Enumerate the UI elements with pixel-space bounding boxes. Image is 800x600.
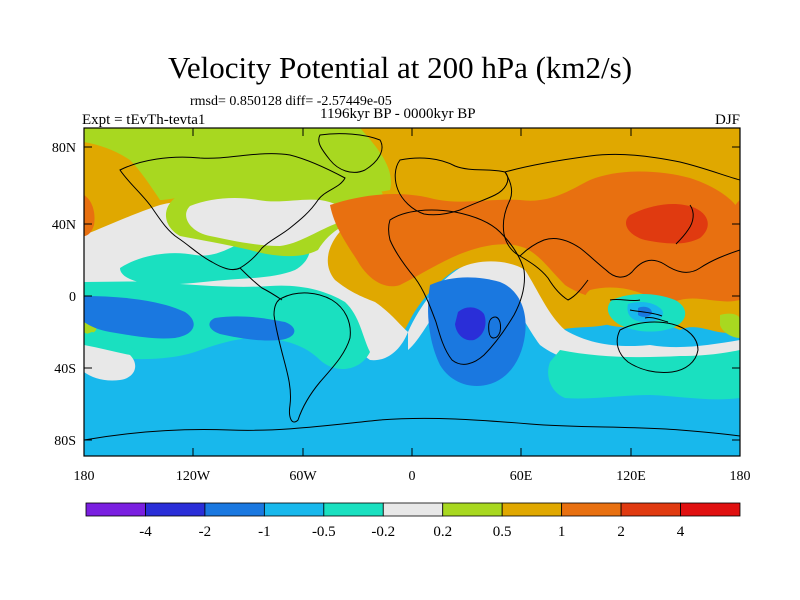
colorbar-label: 2 — [617, 524, 625, 540]
lat-label: 40N — [52, 218, 76, 233]
colorbar-label: 0.5 — [493, 524, 512, 540]
colorbar-label: 0.2 — [433, 524, 452, 540]
colorbar-label: 1 — [558, 524, 566, 540]
colorbar-swatch — [85, 502, 146, 517]
colorbar-swatch — [145, 502, 206, 517]
colorbar-swatch — [620, 502, 681, 517]
lon-label: 60W — [289, 469, 317, 484]
lat-label: 0 — [69, 290, 76, 305]
lon-label: 120E — [616, 469, 646, 484]
plot-title: Velocity Potential at 200 hPa (km2/s) — [167, 50, 633, 85]
stats-text: rmsd= 0.850128 diff= -2.57449e-05 — [190, 94, 392, 109]
colorbar-swatch — [204, 502, 265, 517]
lat-label: 80N — [52, 141, 76, 156]
colorbar-label: -0.2 — [371, 524, 395, 540]
lon-label: 180 — [730, 469, 751, 484]
lon-label: 0 — [409, 469, 416, 484]
lon-label: 180 — [74, 469, 95, 484]
colorbar-label: -2 — [199, 524, 212, 540]
colorbar-swatch — [561, 502, 622, 517]
colorbar-labels: -4 -2 -1 -0.5 -0.2 0.2 0.5 1 2 4 — [139, 524, 685, 540]
colorbar — [85, 502, 741, 517]
contour-field — [84, 128, 740, 456]
colorbar-swatch — [442, 502, 503, 517]
period-text: 1196kyr BP - 0000kyr BP — [320, 106, 476, 122]
colorbar-swatch — [680, 502, 741, 517]
colorbar-label: 4 — [677, 524, 685, 540]
coastlines — [84, 133, 740, 441]
lon-labels: 180 120W 60W 0 60E 120E 180 — [74, 469, 751, 484]
lon-label: 120W — [176, 469, 211, 484]
colorbar-swatch — [323, 502, 384, 517]
lat-label: 80S — [54, 434, 76, 449]
season-label: DJF — [714, 112, 740, 128]
lon-label: 60E — [510, 469, 533, 484]
lat-label: 40S — [54, 362, 76, 377]
colorbar-label: -4 — [139, 524, 152, 540]
colorbar-label: -1 — [258, 524, 271, 540]
colorbar-swatch — [382, 502, 444, 517]
lat-labels: 80N 40N 0 40S 80S — [52, 141, 76, 449]
colorbar-swatch — [263, 502, 325, 517]
colorbar-swatch — [501, 502, 563, 517]
colorbar-label: -0.5 — [312, 524, 336, 540]
tick-marks — [83, 128, 741, 456]
experiment-label: Expt = tEvTh-tevta1 — [82, 112, 206, 128]
